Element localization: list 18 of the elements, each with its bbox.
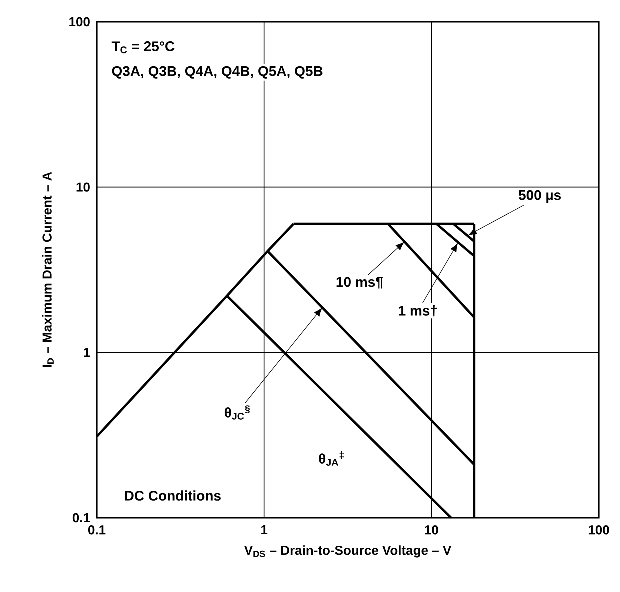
annotation: 1 ms† <box>399 306 438 317</box>
annotation: θ$_{JA}$‡ <box>319 451 344 466</box>
x-axis-title: V$_{DS}$ – Drain-to-Source Voltage – V <box>244 546 452 558</box>
annotation: T$_{C}$ = 25°C <box>112 42 175 54</box>
annotation: θ$_{JC}$§ <box>224 406 250 420</box>
annotation: 500 µs <box>518 190 562 204</box>
y-tick-label: 10 <box>76 182 90 192</box>
y-tick-label: 1 <box>84 348 90 358</box>
y-tick-label: 0.1 <box>72 513 90 523</box>
annotation: 10 ms¶ <box>336 277 383 289</box>
x-tick-label: 0.1 <box>88 526 106 535</box>
x-tick-label: 10 <box>425 526 438 535</box>
y-tick-label: 100 <box>70 17 90 27</box>
x-tick-label: 100 <box>588 526 610 535</box>
annotation: DC Conditions <box>125 490 221 501</box>
y-axis-title: I$_{D}$ – Maximum Drain Current – A <box>42 172 54 368</box>
x-tick-label: 1 <box>262 526 268 534</box>
annotation: Q3A, Q3B, Q4A, Q4B, Q5A, Q5B <box>112 66 323 79</box>
